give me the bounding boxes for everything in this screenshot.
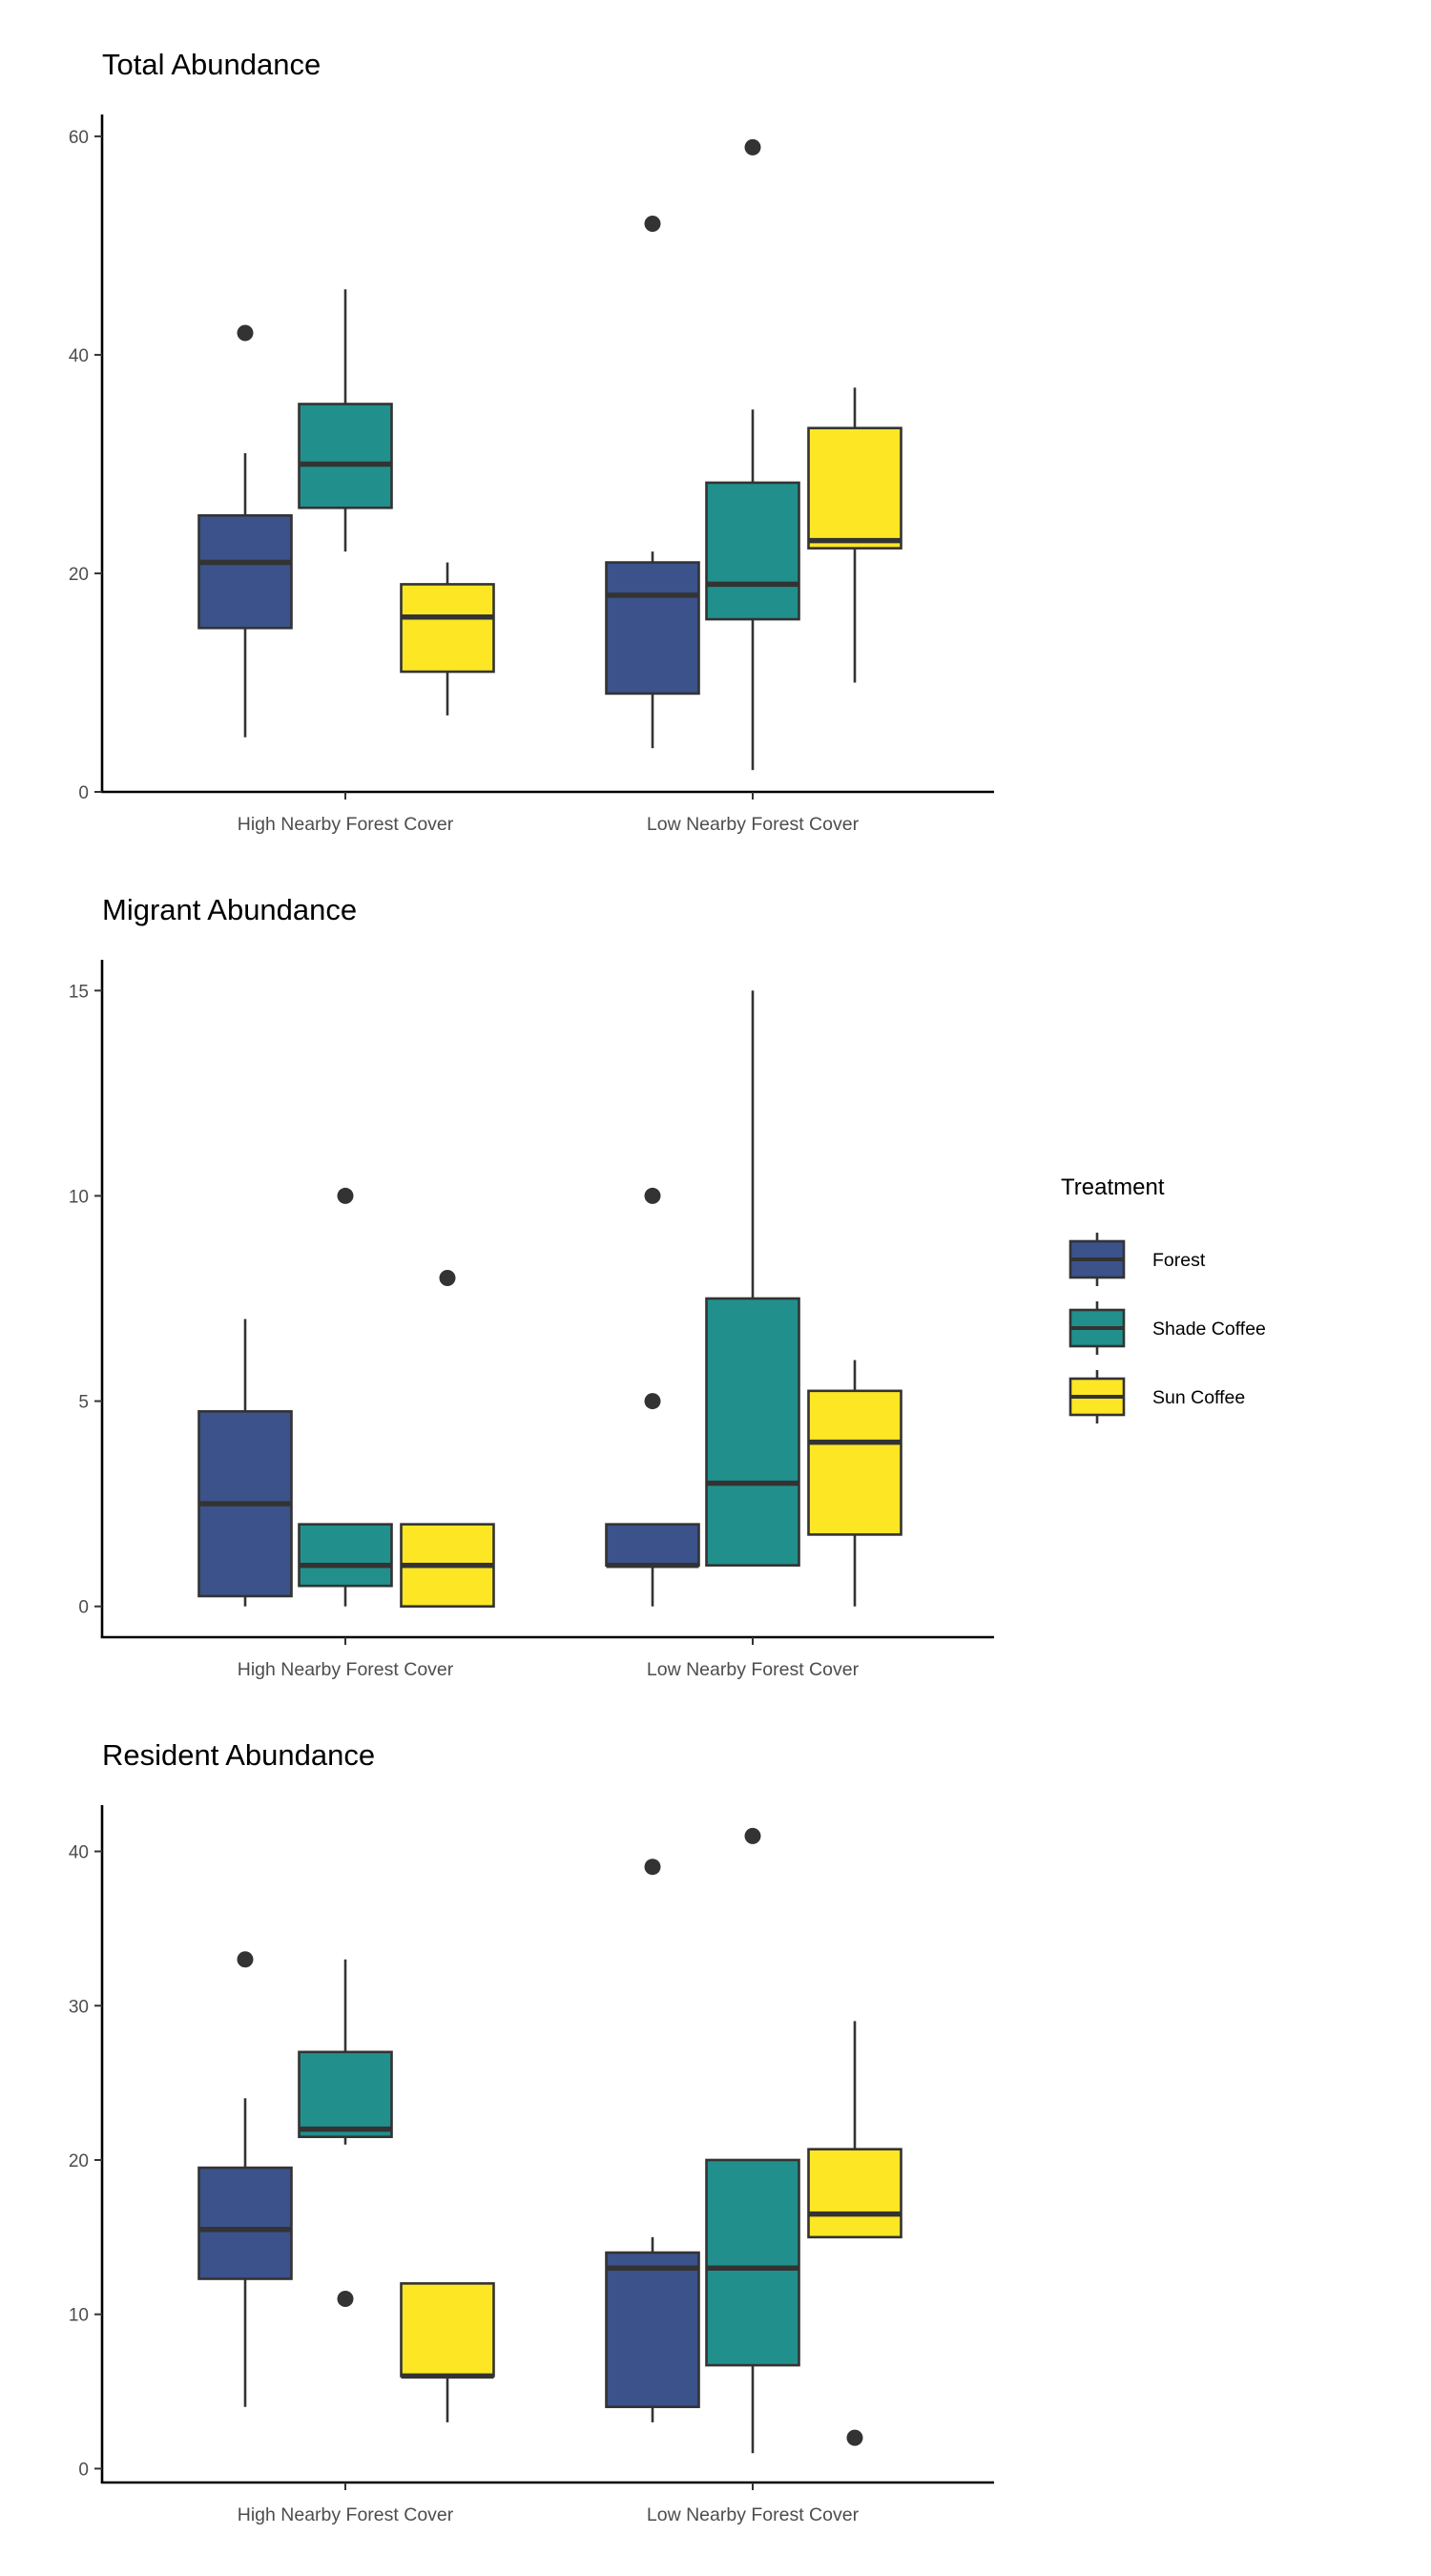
legend-label: Sun Coffee: [1152, 1387, 1245, 1408]
panel-resident-abundance: Resident Abundance 0 10 20 30 40 High Nearby F…: [69, 1738, 994, 2525]
panel-title: Migrant Abundance: [102, 893, 357, 926]
box-shade-coffee-low-nearby-forest-cover: [705, 990, 800, 1567]
box-body: [298, 2050, 393, 2139]
box-body: [807, 2148, 902, 2239]
y-tick-label: 10: [69, 1187, 89, 1207]
outlier-point: [644, 1187, 661, 1204]
y-tick-label: 20: [69, 565, 89, 585]
panel-title: Resident Abundance: [102, 1738, 375, 1772]
panel-total-abundance: Total Abundance 0 20 40 60 High Nearby Forest…: [69, 48, 994, 835]
legend-label: Shade Coffee: [1152, 1319, 1266, 1340]
outlier-point: [337, 1187, 354, 1204]
x-tick-label: High Nearby Forest Cover: [238, 1659, 454, 1680]
box-shade-coffee-high-nearby-forest-cover: [298, 289, 393, 552]
legend-label: Forest: [1152, 1250, 1206, 1271]
outlier-point: [439, 1269, 456, 1286]
box-shade-coffee-low-nearby-forest-cover: [705, 1827, 800, 2454]
box-body: [705, 2158, 800, 2367]
y-tick-label: 60: [69, 128, 89, 148]
box-body: [298, 1523, 393, 1588]
x-tick-label: Low Nearby Forest Cover: [647, 2504, 860, 2525]
box-forest-high-nearby-forest-cover: [197, 324, 293, 737]
y-tick-label: 15: [69, 982, 89, 1002]
outlier-point: [744, 138, 761, 156]
x-tick-label: Low Nearby Forest Cover: [647, 814, 860, 835]
outlier-point: [237, 324, 254, 342]
outlier-point: [644, 1393, 661, 1410]
box-sun-coffee-high-nearby-forest-cover: [400, 562, 495, 716]
outlier-point: [644, 1859, 661, 1876]
box-body: [605, 561, 700, 696]
outlier-point: [846, 2429, 863, 2446]
box-body: [298, 403, 393, 509]
box-body: [807, 426, 902, 550]
box-sun-coffee-high-nearby-forest-cover: [400, 2282, 495, 2422]
legend-title: Treatment: [1061, 1174, 1165, 1200]
outlier-point: [337, 2291, 354, 2308]
box-shade-coffee-high-nearby-forest-cover: [298, 1959, 393, 2308]
box-sun-coffee-low-nearby-forest-cover: [807, 1360, 902, 1607]
box-forest-low-nearby-forest-cover: [605, 1859, 700, 2422]
box-body: [705, 1297, 800, 1567]
y-tick-label: 5: [78, 1393, 89, 1413]
legend-key-sun-coffee: [1068, 1370, 1126, 1423]
panel-migrant-abundance: Migrant Abundance 0 5 10 15 High Nearby Fores…: [69, 893, 994, 1680]
legend: Treatment Forest Shade Coffee Sun Coffee: [1061, 1174, 1266, 1423]
box-shade-coffee-low-nearby-forest-cover: [705, 138, 800, 771]
box-sun-coffee-low-nearby-forest-cover: [807, 2021, 902, 2446]
box-sun-coffee-low-nearby-forest-cover: [807, 387, 902, 683]
y-tick-label: 10: [69, 2306, 89, 2326]
box-shade-coffee-high-nearby-forest-cover: [298, 1187, 393, 1607]
box-body: [400, 2282, 495, 2378]
box-forest-high-nearby-forest-cover: [197, 1319, 293, 1607]
y-tick-label: 0: [78, 1598, 89, 1618]
outlier-point: [644, 216, 661, 233]
y-tick-label: 40: [69, 346, 89, 366]
y-tick-label: 0: [78, 783, 89, 803]
y-tick-label: 20: [69, 2151, 89, 2171]
x-tick-label: High Nearby Forest Cover: [238, 2504, 454, 2525]
box-body: [197, 513, 293, 630]
outlier-point: [744, 1827, 761, 1844]
y-tick-label: 30: [69, 1997, 89, 2017]
box-body: [807, 1389, 902, 1536]
box-forest-low-nearby-forest-cover: [605, 1187, 700, 1607]
x-tick-label: High Nearby Forest Cover: [238, 814, 454, 835]
y-tick-label: 0: [78, 2460, 89, 2480]
outlier-point: [237, 1951, 254, 1968]
y-tick-label: 40: [69, 1843, 89, 1863]
box-forest-high-nearby-forest-cover: [197, 1951, 293, 2407]
x-tick-label: Low Nearby Forest Cover: [647, 1659, 860, 1680]
box-forest-low-nearby-forest-cover: [605, 216, 700, 749]
box-body: [605, 2251, 700, 2409]
legend-key-forest: [1068, 1233, 1126, 1286]
box-body: [197, 2166, 293, 2280]
box-body: [400, 583, 495, 674]
box-sun-coffee-high-nearby-forest-cover: [400, 1269, 495, 1609]
box-body: [705, 481, 800, 621]
box-body: [605, 1523, 700, 1567]
panel-title: Total Abundance: [102, 48, 321, 81]
legend-key-shade-coffee: [1068, 1301, 1126, 1355]
